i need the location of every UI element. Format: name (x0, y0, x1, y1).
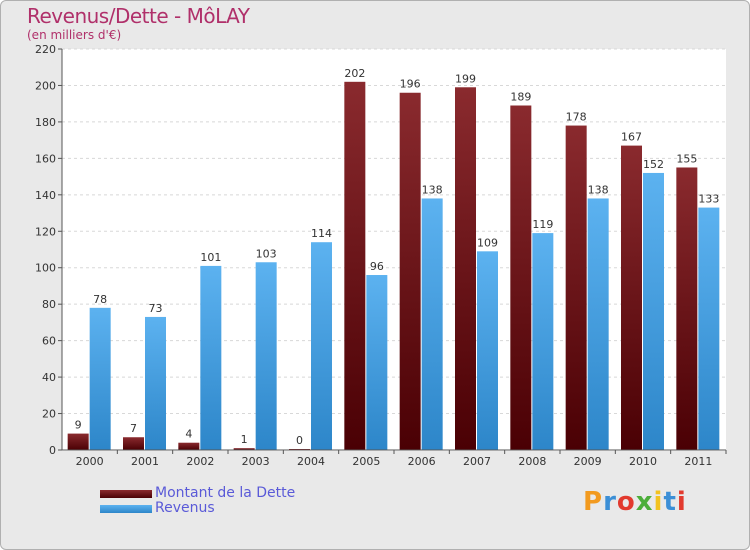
y-tick-label: 220 (35, 43, 56, 56)
chart-title: Revenus/Dette - MôLAY (27, 4, 250, 28)
data-label-revenus: 73 (149, 302, 163, 315)
x-tick-label: 2009 (574, 455, 602, 468)
data-label-debt: 7 (130, 422, 137, 435)
chart-subtitle: (en milliers d'€) (27, 28, 122, 42)
data-label-revenus: 119 (532, 218, 553, 231)
x-tick-label: 2011 (684, 455, 712, 468)
data-label-revenus: 103 (256, 247, 277, 260)
bar-revenus (145, 316, 166, 450)
y-tick-label: 160 (35, 152, 56, 165)
bar-debt (510, 105, 532, 450)
bar-revenus (587, 198, 609, 450)
x-tick-label: 2000 (76, 455, 104, 468)
bar-debt (123, 437, 144, 450)
y-tick-label: 20 (42, 408, 56, 421)
data-label-debt: 155 (676, 152, 697, 165)
data-label-revenus: 101 (200, 251, 221, 264)
bar-revenus (698, 207, 720, 450)
logo-letter: i (653, 487, 664, 517)
data-label-debt: 189 (510, 91, 531, 104)
data-label-revenus: 133 (698, 193, 719, 206)
x-tick-label: 2010 (629, 455, 657, 468)
x-tick-label: 2003 (242, 455, 270, 468)
data-label-debt: 167 (621, 131, 642, 144)
bar-revenus (311, 242, 332, 450)
data-label-debt: 196 (400, 78, 421, 91)
data-label-debt: 202 (344, 67, 365, 80)
y-tick-label: 120 (35, 225, 56, 238)
logo-letter: P (583, 487, 604, 517)
bar-debt (233, 448, 255, 450)
y-tick-label: 140 (35, 189, 56, 202)
data-label-revenus: 109 (477, 236, 498, 249)
x-tick-label: 2006 (408, 455, 436, 468)
y-tick-label: 60 (42, 335, 56, 348)
plot-area (62, 49, 726, 451)
bar-debt (344, 81, 366, 451)
bar-revenus (366, 275, 388, 450)
bar-debt (455, 87, 476, 450)
data-label-debt: 9 (75, 419, 82, 432)
legend-swatch-revenus (100, 505, 152, 513)
y-tick-label: 0 (49, 444, 56, 457)
bar-revenus (200, 265, 222, 450)
legend-swatch-debt (100, 490, 152, 498)
data-label-revenus: 78 (93, 293, 107, 306)
data-label-revenus: 138 (588, 183, 609, 196)
logo-letter: x (635, 487, 654, 517)
y-tick-label: 200 (35, 79, 56, 92)
bar-debt (178, 442, 200, 450)
bar-debt (399, 92, 421, 450)
logo-letter: o (616, 487, 636, 517)
bar-revenus (477, 251, 498, 450)
data-label-debt: 4 (185, 428, 192, 441)
bar-debt (676, 167, 698, 450)
bar-revenus (421, 198, 443, 450)
bar-revenus (89, 307, 111, 450)
legend-label-debt: Montant de la Dette (155, 485, 296, 501)
y-tick-label: 40 (42, 371, 56, 384)
data-label-debt: 1 (241, 433, 248, 446)
legend-label-revenus: Revenus (155, 500, 215, 516)
data-label-revenus: 114 (311, 227, 332, 240)
logo-letter: t (663, 487, 677, 517)
y-tick-label: 180 (35, 116, 56, 129)
x-tick-label: 2005 (352, 455, 380, 468)
data-label-revenus: 138 (422, 183, 443, 196)
bar-debt (621, 145, 642, 450)
data-label-revenus: 152 (643, 158, 664, 171)
logo-letter: r (603, 487, 617, 517)
data-label-debt: 199 (455, 72, 476, 85)
x-tick-label: 2002 (186, 455, 214, 468)
data-label-debt: 178 (566, 111, 587, 124)
bar-debt (67, 433, 89, 450)
bar-debt (565, 125, 587, 451)
x-tick-label: 2004 (297, 455, 325, 468)
data-label-revenus: 96 (370, 260, 384, 273)
data-label-debt: 0 (296, 434, 303, 447)
logo-letter: i (676, 487, 687, 517)
y-tick-label: 80 (42, 298, 56, 311)
x-tick-label: 2007 (463, 455, 491, 468)
y-tick-label: 100 (35, 262, 56, 275)
x-tick-label: 2008 (518, 455, 546, 468)
proxiti-logo: Proxiti (583, 487, 687, 517)
bar-revenus (643, 172, 664, 451)
bar-revenus (255, 262, 277, 450)
bar-revenus (532, 233, 554, 450)
x-tick-label: 2001 (131, 455, 159, 468)
